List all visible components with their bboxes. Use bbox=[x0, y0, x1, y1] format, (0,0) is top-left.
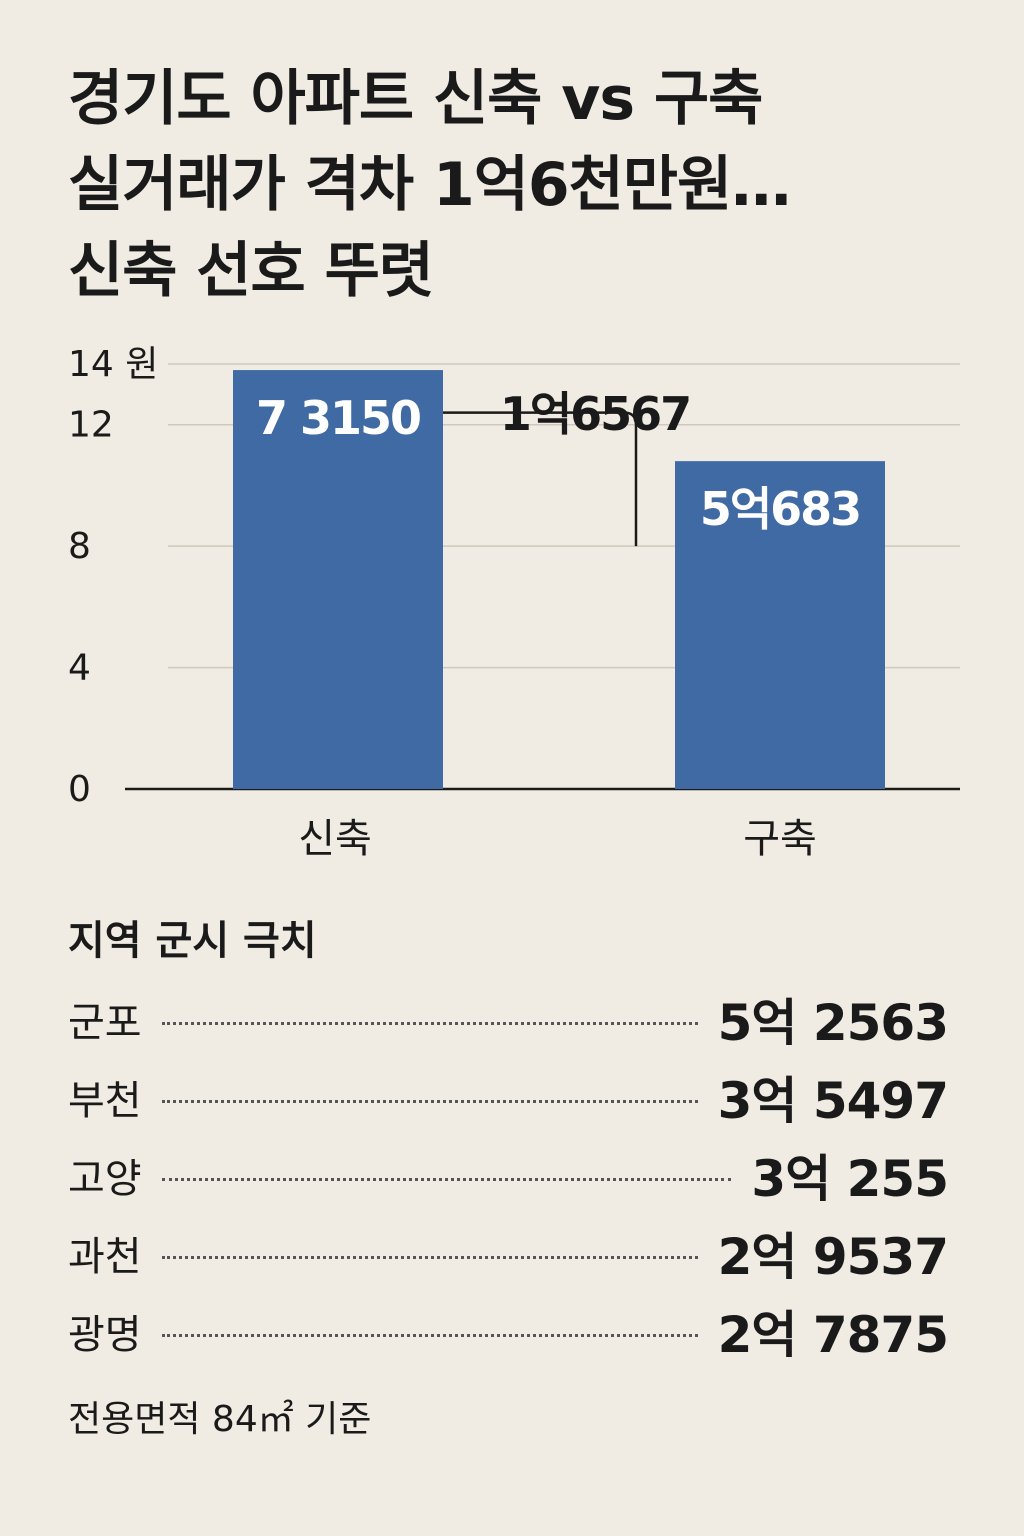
dot-leader bbox=[161, 1021, 698, 1025]
region-name: 군포 bbox=[68, 1000, 142, 1046]
bar-layer bbox=[233, 370, 885, 789]
bar-value-label: 5억683 bbox=[700, 482, 860, 536]
category-label: 구축 bbox=[743, 816, 817, 862]
title-line-1: 경기도 아파트 신축 vs 구축 bbox=[68, 64, 763, 134]
y-tick-label: 14 원 bbox=[68, 344, 158, 385]
category-label: 신축 bbox=[298, 816, 372, 862]
region-value: 5억 2563 bbox=[717, 994, 949, 1052]
region-value: 2억 7875 bbox=[717, 1306, 949, 1364]
region-value: 3억 255 bbox=[751, 1150, 949, 1208]
dot-leader bbox=[161, 1177, 732, 1181]
list-item: 부천 3억 5497 bbox=[68, 1058, 949, 1136]
bar-value-label: 7 3150 bbox=[256, 391, 420, 445]
list-item: 광명 2억 7875 bbox=[68, 1292, 949, 1370]
region-name: 부천 bbox=[68, 1078, 142, 1124]
dot-leader bbox=[161, 1099, 698, 1103]
page-title: 경기도 아파트 신축 vs 구축 실거래가 격차 1억6천만원… 신축 선호 뚜… bbox=[68, 56, 968, 314]
list-item: 과천 2억 9537 bbox=[68, 1214, 949, 1292]
region-section-title: 지역 군시 극치 bbox=[68, 918, 317, 964]
footnote: 전용면적 84㎡ 기준 bbox=[68, 1399, 372, 1440]
bar bbox=[233, 370, 443, 789]
y-tick-label: 4 bbox=[68, 648, 91, 689]
y-tick-label: 8 bbox=[68, 526, 91, 567]
title-line-2: 실거래가 격차 1억6천만원… bbox=[68, 150, 791, 220]
region-name: 과천 bbox=[68, 1234, 142, 1280]
region-value: 3억 5497 bbox=[717, 1072, 949, 1130]
list-item: 고양 3억 255 bbox=[68, 1136, 949, 1214]
y-tick-label: 0 bbox=[68, 769, 91, 810]
region-list: 군포 5억 2563 부천 3억 5497 고양 3억 255 과천 2억 95… bbox=[68, 980, 949, 1370]
annotation-layer: 1억6567 bbox=[443, 387, 692, 547]
bar-chart: 1억6567 0 4 8 12 14 원 7 3150 신축 5억683 구축 bbox=[68, 344, 960, 862]
region-value: 2억 9537 bbox=[717, 1228, 949, 1286]
bar bbox=[675, 461, 885, 789]
region-name: 고양 bbox=[68, 1156, 142, 1202]
title-line-3: 신축 선호 뚜렷 bbox=[68, 236, 434, 306]
label-layer: 0 4 8 12 14 원 7 3150 신축 5억683 구축 bbox=[68, 344, 862, 862]
dot-leader bbox=[161, 1255, 698, 1259]
y-tick-label: 12 bbox=[68, 405, 114, 446]
difference-bracket bbox=[443, 411, 638, 547]
dot-leader bbox=[161, 1333, 698, 1337]
list-item: 군포 5억 2563 bbox=[68, 980, 949, 1058]
region-name: 광명 bbox=[68, 1312, 142, 1358]
difference-label: 1억6567 bbox=[500, 387, 690, 441]
